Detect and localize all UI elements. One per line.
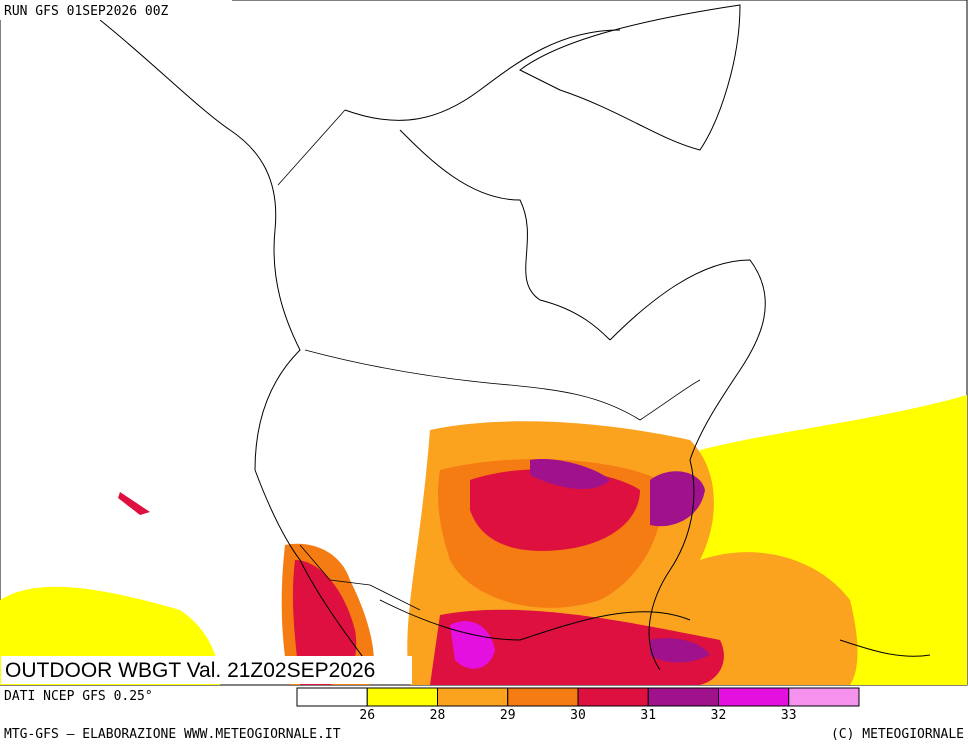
field-purple <box>650 471 705 527</box>
legend: 26 28 29 30 31 32 33 <box>296 687 860 723</box>
legend-swatch <box>366 687 438 707</box>
legend-level: 30 <box>570 708 586 723</box>
legend-swatch <box>296 687 368 707</box>
footer-left: MTG-GFS – ELABORAZIONE WWW.METEOGIORNALE… <box>4 727 341 742</box>
source-label: DATI NCEP GFS 0.25° <box>4 689 153 704</box>
greenland <box>519 4 741 151</box>
legend-level: 31 <box>640 708 656 723</box>
borders <box>277 109 701 611</box>
islands <box>839 639 931 657</box>
legend-swatch <box>718 687 790 707</box>
legend-level: 33 <box>781 708 797 723</box>
footer-right: (C) METEOGIORNALE <box>831 727 964 742</box>
west-coast <box>99 19 381 681</box>
field-purple <box>650 638 710 663</box>
legend-level: 26 <box>359 708 375 723</box>
legend-swatch <box>507 687 579 707</box>
legend-swatch <box>577 687 649 707</box>
legend-swatch <box>437 687 509 707</box>
legend-swatch <box>788 687 860 707</box>
map: OUTDOOR WBGT Val. 21Z02SEP2026 RUN GFS 0… <box>0 0 968 686</box>
legend-swatch <box>647 687 719 707</box>
run-label: RUN GFS 01SEP2026 00Z <box>4 4 169 19</box>
border <box>277 109 346 186</box>
gulf-coast <box>379 599 691 641</box>
border <box>304 349 701 421</box>
map-caption: OUTDOOR WBGT Val. 21Z02SEP2026 <box>5 659 375 682</box>
run-box <box>0 0 232 20</box>
coastlines <box>99 4 931 681</box>
field-red <box>118 492 150 515</box>
field-magenta <box>450 621 495 669</box>
legend-level: 28 <box>430 708 446 723</box>
arctic-coast <box>344 29 621 341</box>
legend-level: 29 <box>500 708 516 723</box>
east-coast <box>609 259 766 671</box>
field-red <box>430 609 724 685</box>
field-red <box>470 469 640 551</box>
caption-box <box>1 656 412 684</box>
field-red <box>292 560 357 685</box>
border <box>299 544 421 611</box>
field-purple <box>530 459 610 490</box>
legend-level: 32 <box>711 708 727 723</box>
